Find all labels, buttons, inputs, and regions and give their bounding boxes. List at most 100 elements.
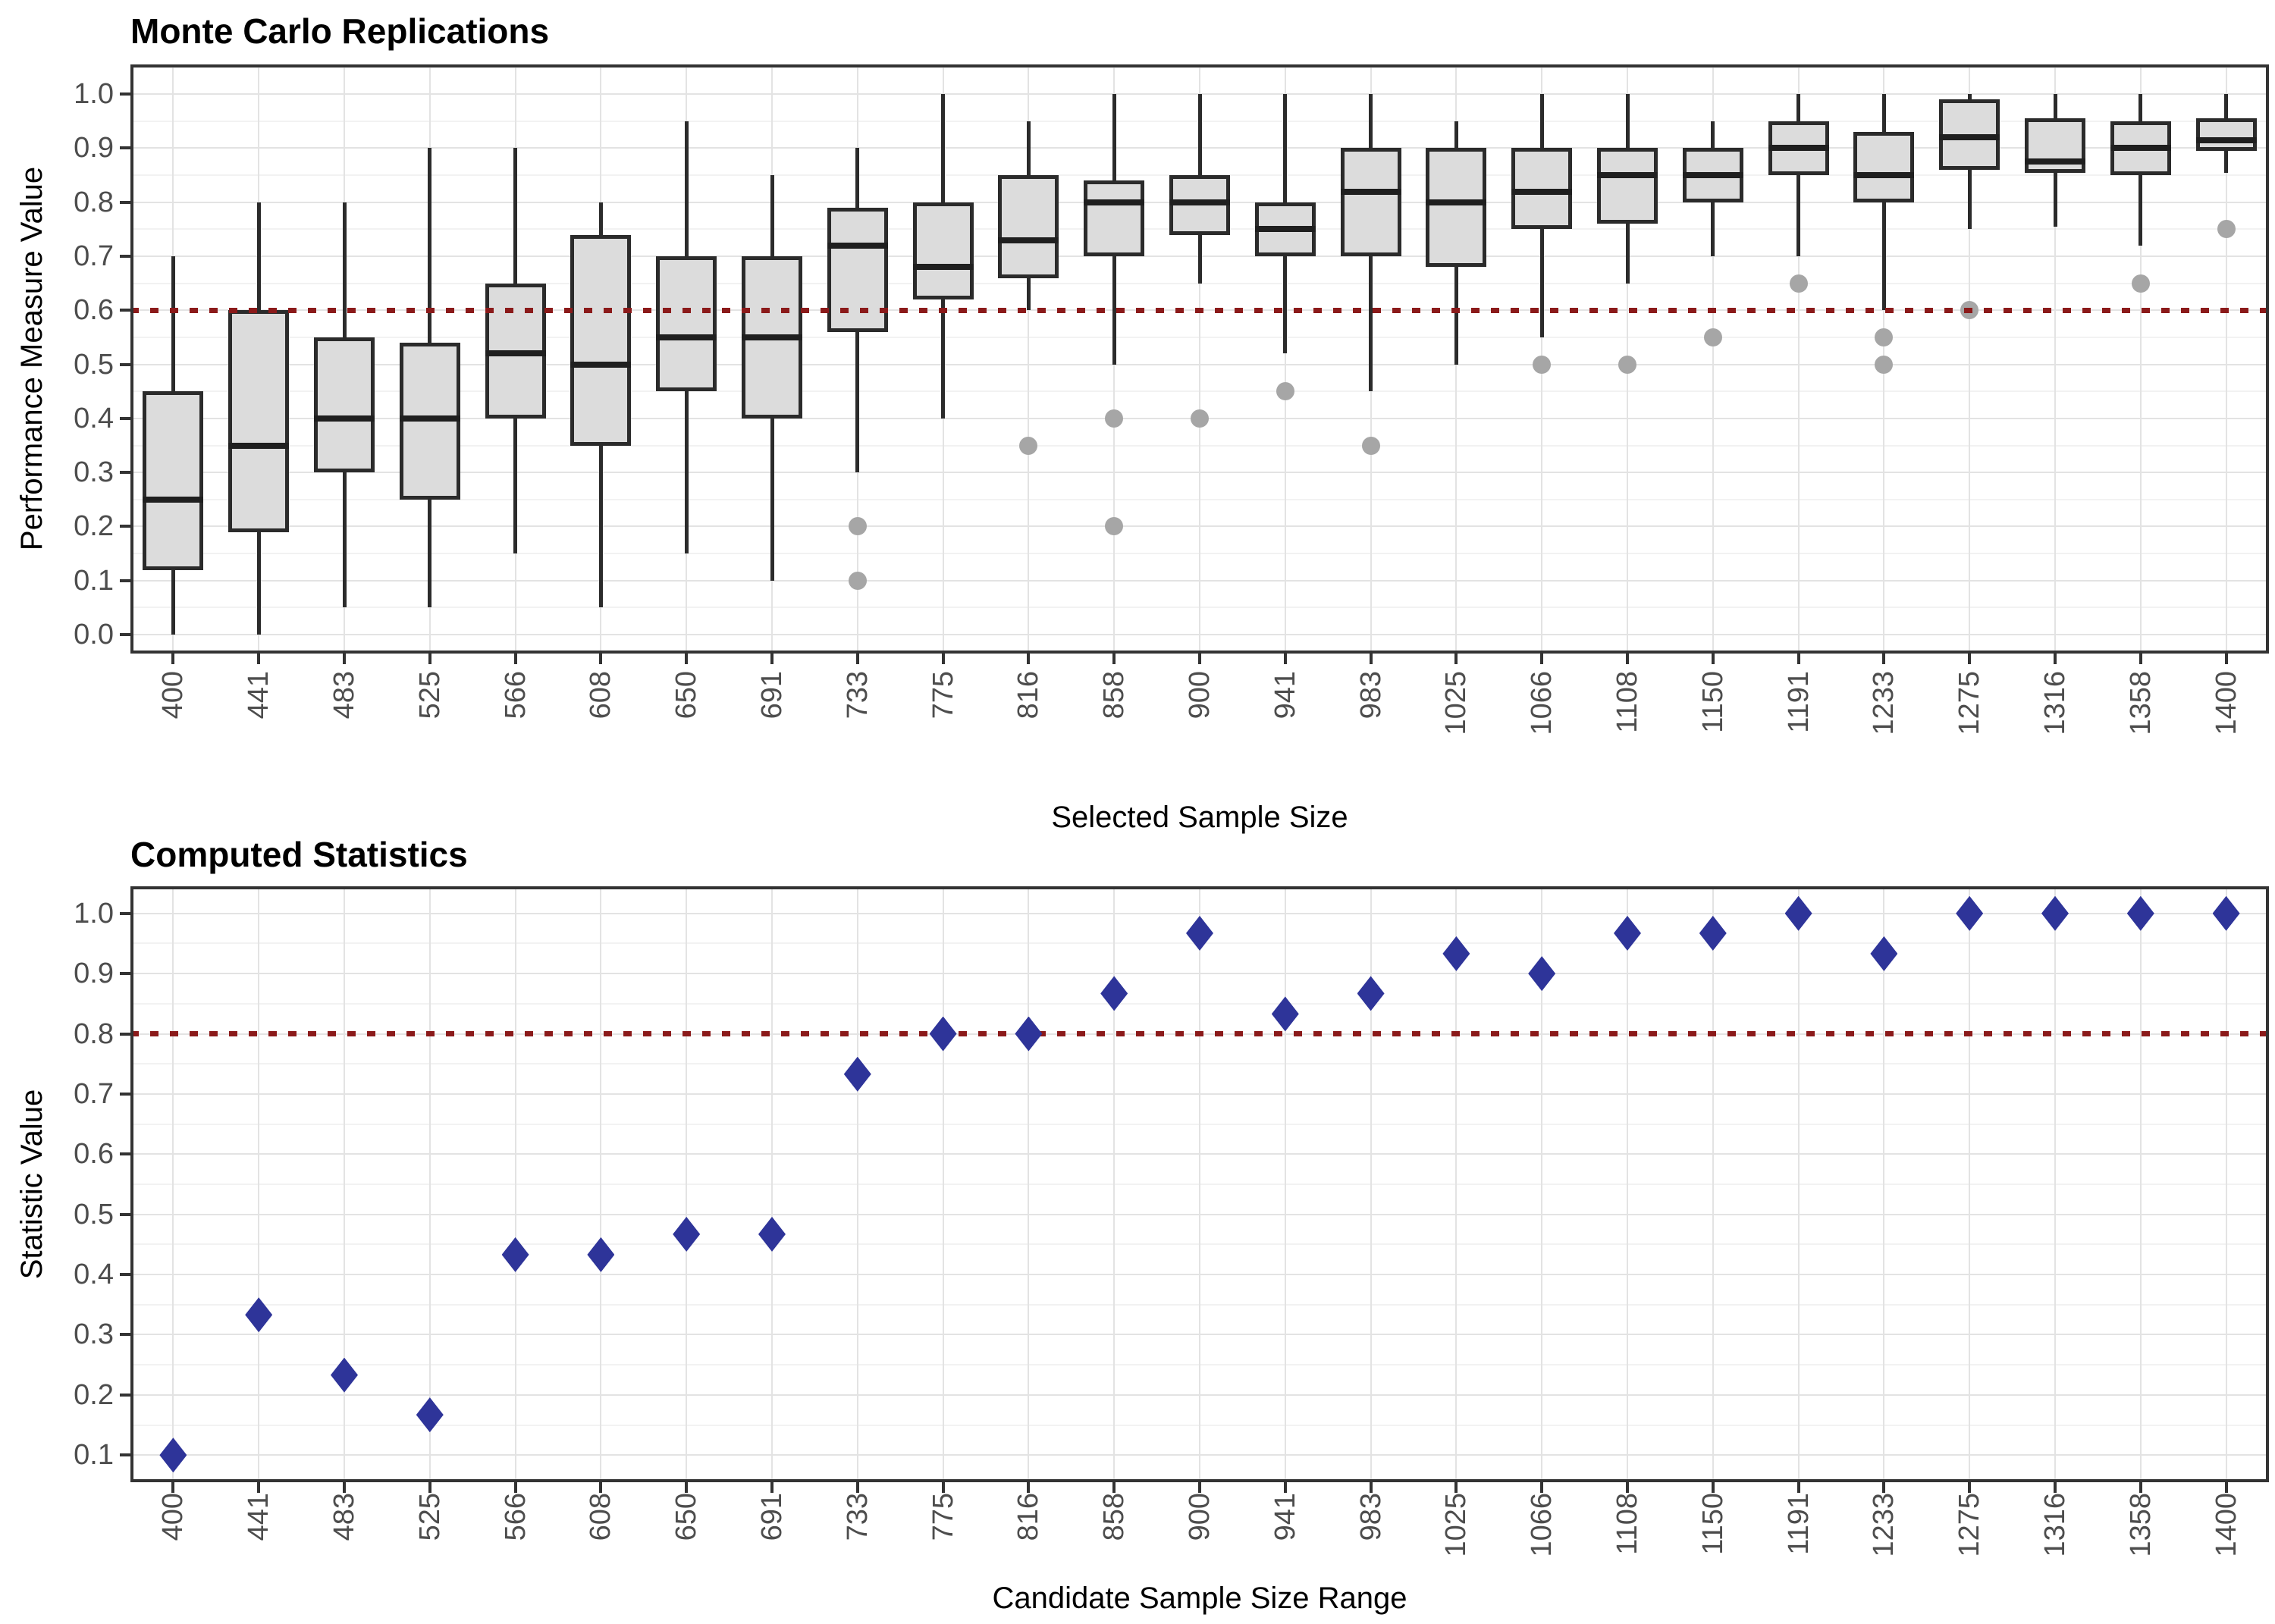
data-point-diamond: [1870, 936, 1898, 971]
x-axis-label: 400: [157, 1493, 190, 1541]
box-iqr: [827, 207, 888, 332]
box-whisker: [684, 121, 689, 554]
x-axis-label: 733: [841, 1493, 874, 1541]
y-axis-tick: [120, 309, 130, 312]
gridline-major-y: [130, 417, 2269, 419]
box-median: [1084, 199, 1145, 205]
gridline-major-y: [130, 912, 2269, 914]
gridline-x: [1113, 886, 1116, 1482]
x-axis-label: 983: [1354, 671, 1387, 720]
box-whisker: [2138, 94, 2143, 246]
box-iqr: [1853, 132, 1915, 202]
x-axis-label: 1025: [1440, 1493, 1473, 1557]
box-whisker: [1197, 94, 1202, 284]
gridline-x: [1199, 64, 1200, 654]
gridline-x: [1883, 64, 1885, 654]
box-median: [1169, 199, 1230, 205]
x-axis-tick: [428, 1482, 431, 1493]
outlier-point: [1789, 274, 1808, 293]
outlier-point: [1618, 355, 1636, 374]
x-axis-label: 691: [756, 671, 788, 720]
box-iqr: [1084, 180, 1145, 257]
y-axis-label: 0.8: [74, 186, 114, 218]
gridline-x: [1370, 64, 1372, 654]
x-axis-tick: [513, 1482, 517, 1493]
y-axis-label: 0.4: [74, 402, 114, 434]
box-whisker: [1112, 94, 1116, 365]
box-whisker: [2224, 94, 2229, 173]
box-whisker: [1967, 94, 1972, 230]
box-median: [2110, 145, 2171, 152]
gridline-x: [600, 886, 602, 1482]
chart-title-replications: Monte Carlo Replications: [130, 11, 550, 51]
gridline-minor-y: [130, 607, 2269, 609]
box-whisker: [1881, 94, 1886, 311]
gridline-x: [1455, 886, 1458, 1482]
gridline-major-y: [130, 1454, 2269, 1456]
outlier-point: [848, 517, 867, 536]
gridline-x: [2225, 64, 2227, 654]
gridline-x: [514, 886, 516, 1482]
x-axis-tick: [1796, 1482, 1800, 1493]
box-median: [912, 264, 974, 271]
box-whisker: [1796, 94, 1801, 257]
x-axis-title-selected-sample-size: Selected Sample Size: [1051, 801, 1348, 834]
y-axis-title-statistic: Statistic Value: [15, 1089, 49, 1280]
gridline-minor-y: [130, 444, 2269, 447]
y-axis-label: 0.3: [74, 456, 114, 489]
y-axis-tick: [120, 92, 130, 96]
data-point-diamond: [1357, 976, 1385, 1011]
x-axis-tick: [941, 654, 945, 664]
gridline-x: [2139, 886, 2142, 1482]
gridline-minor-y: [130, 1002, 2269, 1005]
gridline-minor-y: [130, 1303, 2269, 1306]
x-axis-label: 941: [1269, 1493, 1301, 1541]
x-axis-tick: [343, 654, 346, 664]
box-median: [2025, 158, 2085, 165]
y-axis-label: 0.3: [74, 1318, 114, 1351]
box-iqr: [485, 283, 546, 419]
gridline-x: [686, 64, 688, 654]
x-axis-label: 525: [413, 1493, 446, 1541]
gridline-minor-y: [130, 1063, 2269, 1065]
x-axis-label: 900: [1184, 1493, 1216, 1541]
gridline-major-y: [130, 973, 2269, 975]
outlier-point: [1533, 355, 1552, 374]
y-axis-label: 0.6: [74, 1138, 114, 1171]
box-iqr: [2025, 118, 2085, 173]
panel-border: [130, 886, 2269, 1482]
gridline-major-y: [130, 1033, 2269, 1035]
x-axis-label: 525: [413, 671, 446, 720]
x-axis-label: 1400: [2210, 671, 2242, 735]
gridline-x: [2225, 886, 2227, 1482]
gridline-minor-y: [130, 120, 2269, 122]
gridline-minor-y: [130, 1184, 2269, 1185]
x-axis-tick: [1369, 654, 1373, 664]
x-axis-label: 400: [157, 671, 190, 720]
x-axis-label: 775: [927, 671, 959, 720]
x-axis-tick: [855, 654, 859, 664]
data-point-diamond: [245, 1297, 273, 1333]
box-whisker: [513, 148, 518, 554]
x-axis-tick: [1540, 654, 1544, 664]
gridline-minor-y: [130, 228, 2269, 230]
x-axis-label: 441: [243, 1493, 275, 1541]
box-iqr: [228, 310, 290, 532]
x-axis-tick: [1112, 1482, 1116, 1493]
outlier-point: [1191, 409, 1209, 428]
box-median: [742, 334, 802, 340]
x-axis-tick: [1283, 654, 1287, 664]
y-axis-tick: [120, 416, 130, 420]
x-axis-label: 566: [499, 671, 532, 720]
gridline-major-y: [130, 1274, 2269, 1276]
gridline-major-y: [130, 201, 2269, 203]
data-point-diamond: [1784, 895, 1812, 931]
gridline-x: [172, 886, 174, 1482]
x-axis-label: 900: [1184, 671, 1216, 720]
box-iqr: [1340, 148, 1401, 257]
box-iqr: [1939, 99, 2000, 170]
x-axis-label: 941: [1269, 671, 1301, 720]
gridline-x: [1797, 886, 1800, 1482]
gridline-minor-y: [130, 174, 2269, 177]
gridline-major-y: [130, 525, 2269, 528]
